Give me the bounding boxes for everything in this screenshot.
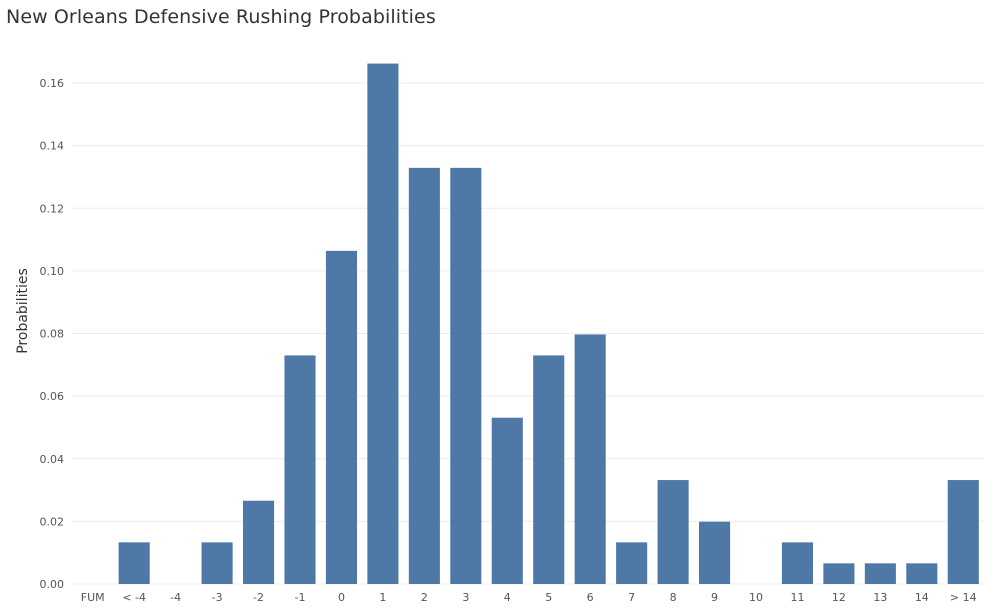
bar[interactable]: [367, 63, 399, 585]
bar[interactable]: [906, 563, 938, 584]
bar[interactable]: [616, 542, 648, 584]
y-tick-label: 0.10: [40, 265, 65, 278]
x-tick-label: 6: [587, 591, 594, 604]
y-tick-label: 0.16: [40, 77, 65, 90]
bar[interactable]: [201, 542, 233, 584]
x-tick-label: 13: [873, 591, 887, 604]
y-tick-label: 0.00: [40, 578, 65, 591]
bar[interactable]: [325, 250, 357, 584]
x-tick-label: 2: [421, 591, 428, 604]
bar[interactable]: [947, 480, 979, 584]
x-tick-label: 4: [504, 591, 511, 604]
x-tick-label: -4: [170, 591, 181, 604]
bar[interactable]: [864, 563, 896, 584]
y-tick-label: 0.02: [40, 515, 65, 528]
x-tick-label: 1: [379, 591, 386, 604]
y-tick-label: 0.04: [40, 453, 65, 466]
y-tick-label: 0.08: [40, 328, 65, 341]
x-tick-label: 14: [915, 591, 929, 604]
bar[interactable]: [243, 500, 275, 584]
bar[interactable]: [284, 355, 316, 584]
bar[interactable]: [657, 480, 689, 584]
x-tick-label: 0: [338, 591, 345, 604]
bar[interactable]: [699, 521, 731, 584]
x-tick-label: 11: [790, 591, 804, 604]
bars: [118, 63, 979, 585]
bar[interactable]: [118, 542, 150, 584]
y-tick-label: 0.06: [40, 390, 65, 403]
x-tick-label: 3: [462, 591, 469, 604]
x-tick-label: 5: [545, 591, 552, 604]
bar[interactable]: [781, 542, 813, 584]
bar[interactable]: [408, 167, 440, 584]
chart-title: New Orleans Defensive Rushing Probabilit…: [6, 6, 436, 28]
x-tick-label: 9: [711, 591, 718, 604]
x-axis-ticks: FUM < -4 -4 -3 -2 -1 0 1 2 3 4 5 6 7 8 9 10 11 12 13 14 > 14: [81, 591, 977, 604]
x-tick-label: -1: [295, 591, 306, 604]
x-tick-label: FUM: [81, 591, 105, 604]
x-tick-label: 12: [832, 591, 846, 604]
x-tick-label: 7: [628, 591, 635, 604]
x-tick-label: -3: [212, 591, 223, 604]
bar[interactable]: [823, 563, 855, 584]
x-tick-label: -2: [253, 591, 264, 604]
bar[interactable]: [491, 417, 523, 584]
y-tick-label: 0.12: [40, 202, 65, 215]
bar[interactable]: [574, 334, 606, 584]
y-axis-label: Probabilities: [15, 268, 31, 354]
x-tick-label: 10: [749, 591, 763, 604]
gridlines: [72, 82, 984, 585]
x-tick-label: 8: [670, 591, 677, 604]
bar[interactable]: [533, 355, 565, 584]
y-tick-label: 0.14: [40, 140, 65, 153]
x-tick-label: < -4: [122, 591, 146, 604]
bar[interactable]: [450, 167, 482, 584]
x-tick-label: > 14: [950, 591, 977, 604]
y-axis-ticks: 0.00 0.02 0.04 0.06 0.08 0.10 0.12 0.14 0.16: [40, 77, 65, 591]
